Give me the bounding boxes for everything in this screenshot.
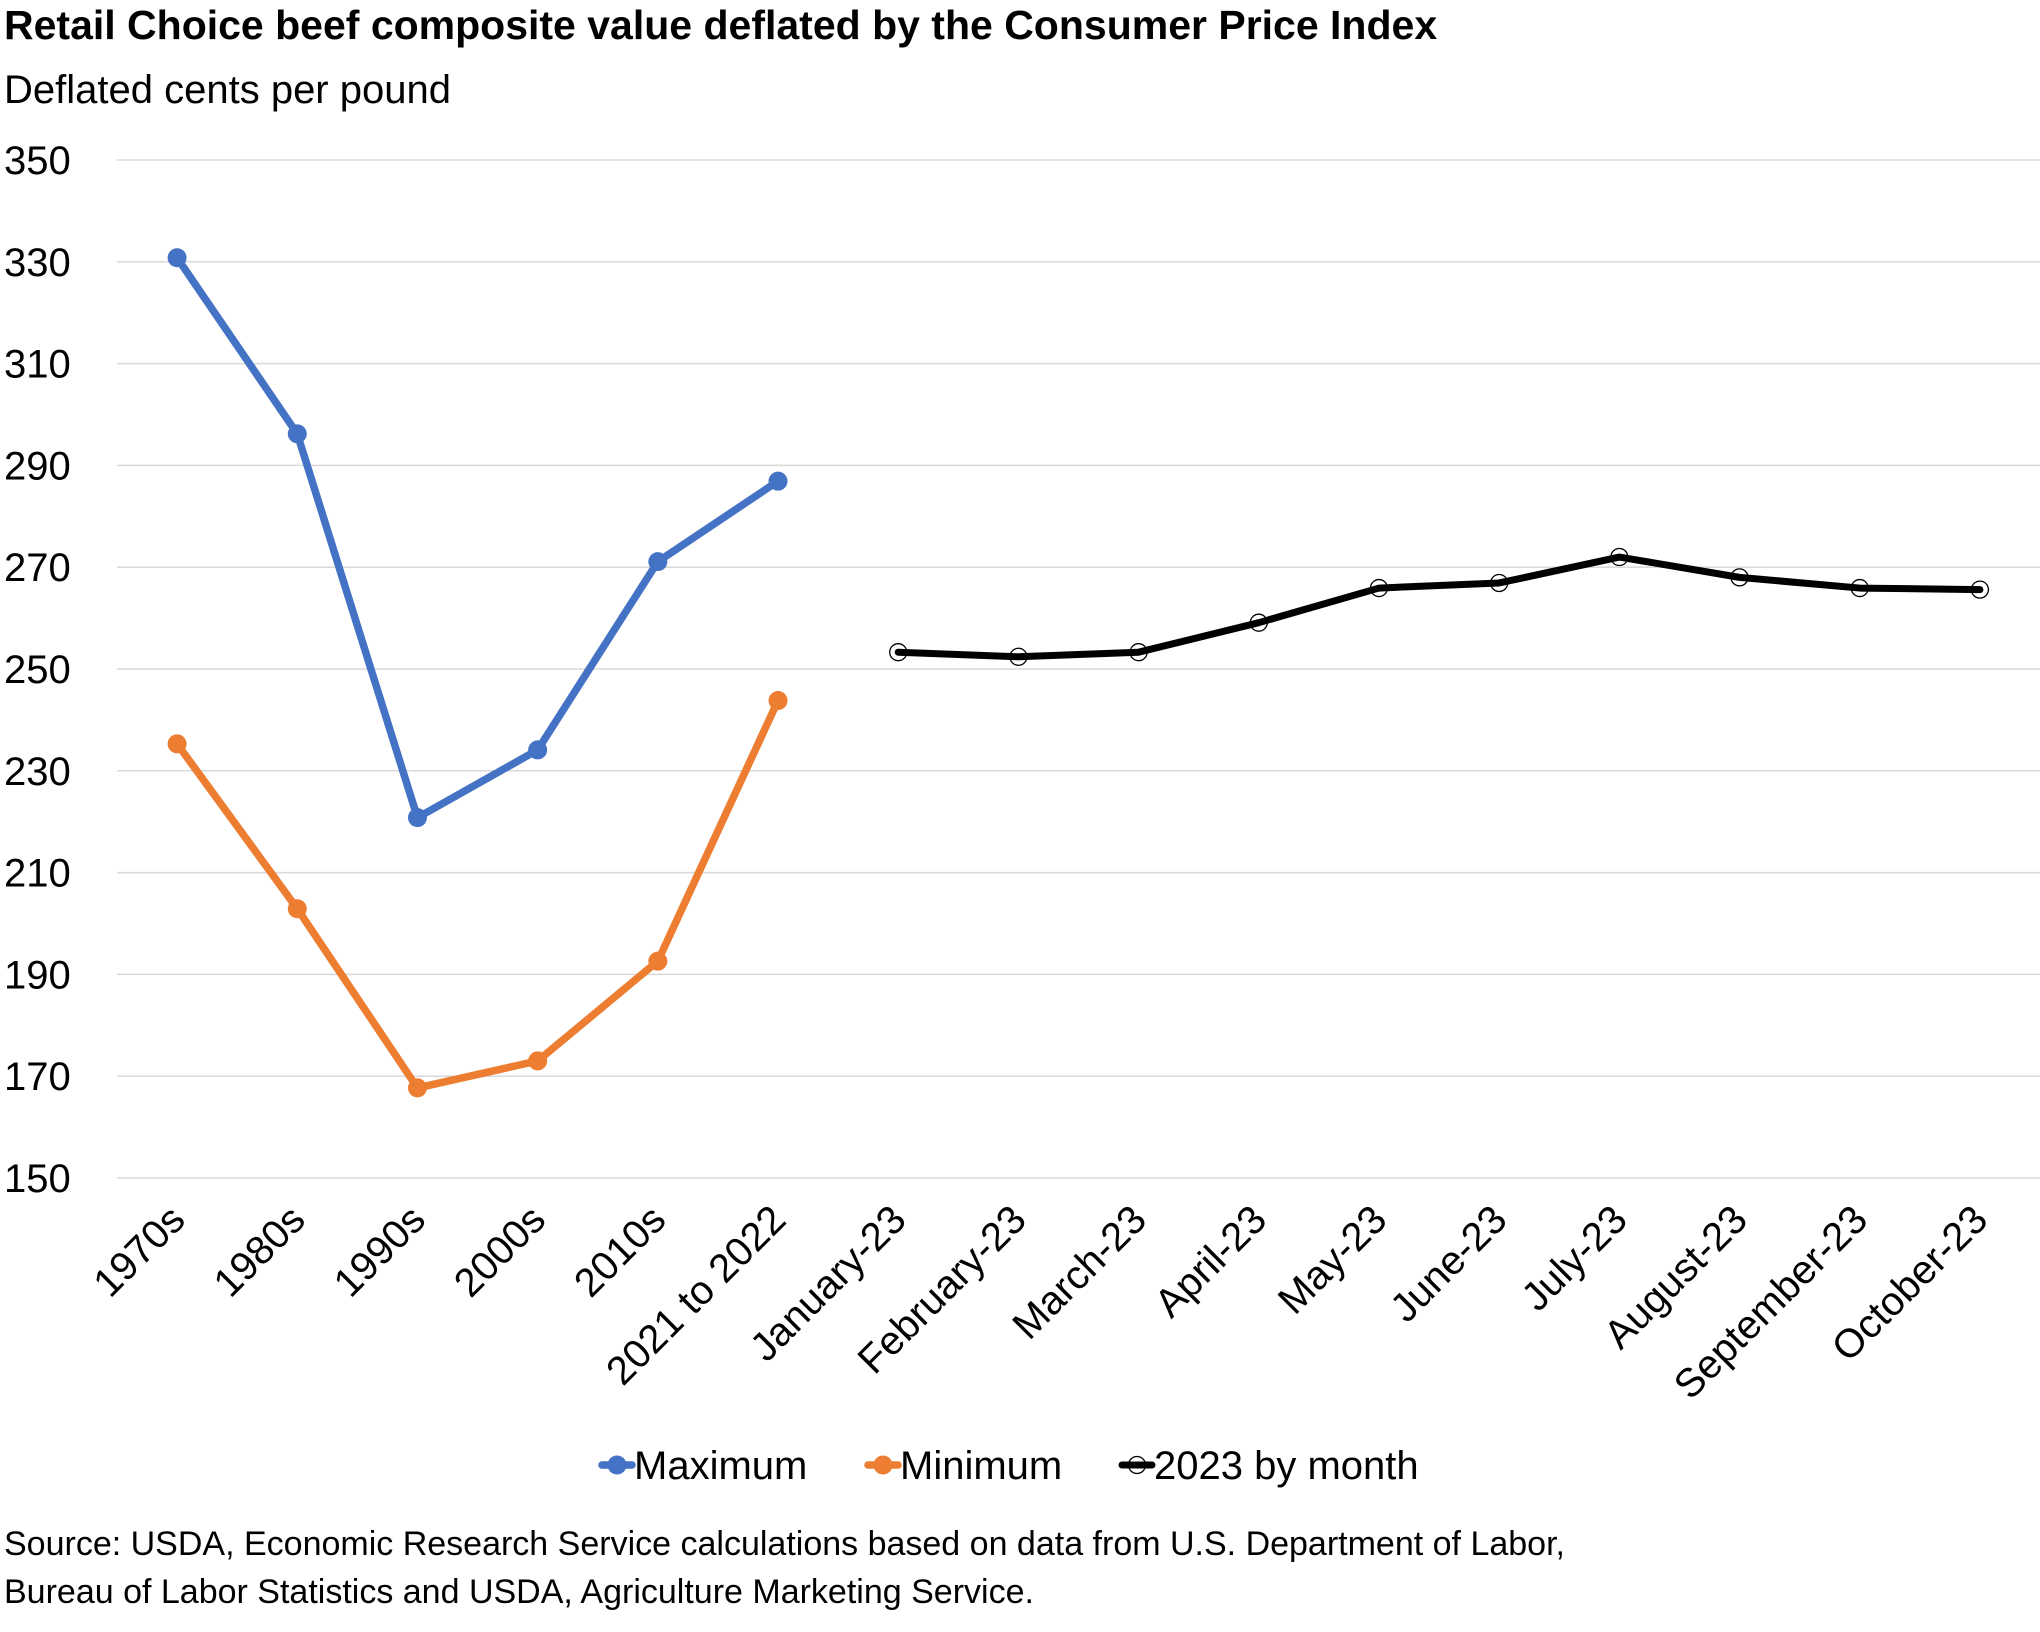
legend-swatch-marker (607, 1455, 627, 1475)
data-point (648, 552, 668, 572)
data-point (1610, 547, 1629, 567)
y-tick-label: 170 (4, 1055, 71, 1099)
series-maximum (167, 248, 788, 828)
legend-item: Maximum (598, 1444, 807, 1488)
y-tick-label: 250 (4, 648, 71, 692)
y-tick-label: 210 (4, 852, 71, 896)
data-point (1730, 568, 1749, 587)
y-tick-label: 230 (4, 750, 71, 794)
y-axis-label: Deflated cents per pound (4, 68, 451, 112)
y-tick-label: 190 (4, 953, 71, 997)
x-tick-label: 2000s (446, 1197, 554, 1305)
data-point (1009, 647, 1028, 666)
series-2023-by-month (889, 547, 1990, 666)
legend-swatch-marker (873, 1455, 893, 1475)
x-tick-label: 2010s (566, 1197, 674, 1305)
data-point (1369, 578, 1389, 598)
series-line (173, 253, 782, 822)
data-point (1970, 580, 1990, 599)
x-tick-label: July-23 (1513, 1197, 1635, 1319)
legend-label: 2023 by month (1154, 1444, 1419, 1488)
source-note: Source: USDA, Economic Research Service … (4, 1520, 1565, 1616)
series-line (894, 553, 1984, 661)
x-tick-label: March-23 (1004, 1197, 1155, 1348)
x-tick-label: 1980s (205, 1197, 313, 1305)
data-point (1850, 578, 1869, 598)
series-line (173, 696, 782, 1092)
data-point (407, 808, 427, 828)
data-point (167, 734, 187, 754)
y-axis-ticks: 350 330 310 290 270 250 230 210 190 170 150 (4, 139, 71, 1201)
data-point (1490, 573, 1509, 593)
y-tick-label: 330 (4, 241, 71, 285)
data-point (528, 1051, 548, 1071)
series-group (167, 248, 1990, 1098)
source-line-1: Source: USDA, Economic Research Service … (4, 1525, 1565, 1563)
data-point (768, 471, 788, 491)
data-point (1129, 643, 1148, 662)
y-tick-label: 270 (4, 546, 71, 590)
data-point (287, 899, 307, 919)
legend-label: Minimum (900, 1444, 1062, 1488)
data-point (407, 1078, 427, 1098)
data-point (648, 951, 668, 971)
x-tick-label: June-23 (1382, 1197, 1515, 1330)
source-line-2: Bureau of Labor Statistics and USDA, Agr… (4, 1573, 1034, 1611)
x-tick-label: May-23 (1270, 1197, 1395, 1322)
data-point (167, 248, 187, 268)
data-point (768, 691, 788, 711)
y-tick-label: 150 (4, 1157, 71, 1201)
data-point (528, 740, 548, 760)
data-point (287, 424, 307, 444)
y-tick-label: 350 (4, 139, 71, 183)
series-minimum (167, 691, 788, 1098)
data-point (889, 643, 908, 662)
x-tick-label: 1990s (326, 1197, 434, 1305)
legend-swatch-marker (1127, 1455, 1147, 1475)
y-tick-label: 290 (4, 444, 71, 488)
legend-item: Minimum (864, 1444, 1062, 1488)
x-tick-label: 1970s (85, 1197, 193, 1305)
chart-title: Retail Choice beef composite value defla… (4, 2, 1438, 48)
y-tick-label: 310 (4, 343, 71, 387)
legend: Maximum Minimum 2023 by month (598, 1444, 1419, 1488)
gridlines (117, 159, 2040, 1179)
data-point (1249, 613, 1268, 632)
legend-label: Maximum (634, 1444, 807, 1488)
x-tick-label: April-23 (1147, 1197, 1276, 1326)
legend-item: 2023 by month (1118, 1444, 1419, 1488)
